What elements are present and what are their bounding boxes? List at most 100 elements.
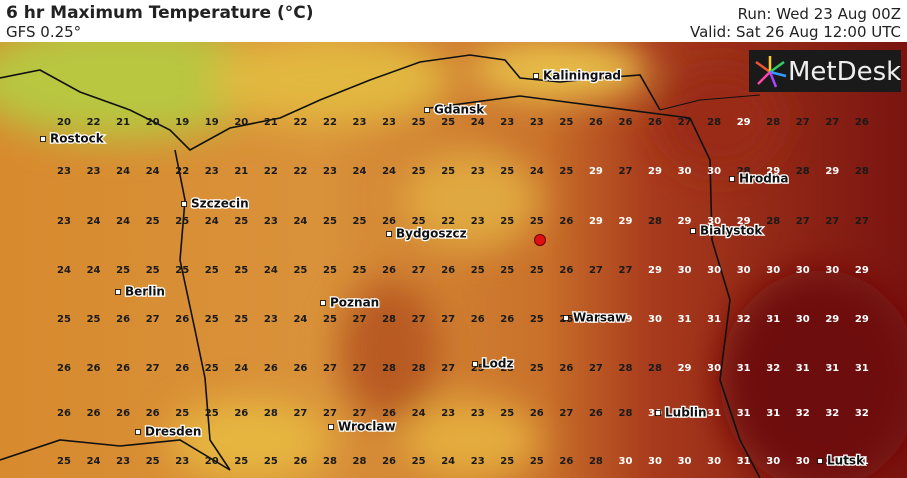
temperature-value: 32 (737, 314, 751, 325)
temperature-value: 27 (589, 363, 603, 374)
temperature-value: 23 (175, 456, 189, 467)
temperature-value: 25 (175, 265, 189, 276)
temperature-value: 24 (57, 265, 71, 276)
temperature-value: 28 (618, 408, 632, 419)
temperature-value: 23 (382, 117, 396, 128)
city-label: Lodz (482, 357, 513, 371)
temperature-value: 25 (234, 314, 248, 325)
temperature-value: 23 (471, 408, 485, 419)
temperature-value: 31 (707, 314, 721, 325)
temperature-value: 28 (737, 166, 751, 177)
temperature-value: 21 (234, 166, 248, 177)
temperature-value: 29 (825, 314, 839, 325)
temperature-value: 23 (500, 117, 514, 128)
city-label: Lublin (665, 406, 707, 420)
temperature-value: 24 (471, 117, 485, 128)
temperature-value: 26 (87, 363, 101, 374)
temperature-value: 22 (87, 117, 101, 128)
temperature-value: 30 (707, 363, 721, 374)
city-dot (817, 458, 823, 464)
temperature-value: 30 (678, 265, 692, 276)
temperature-value: 23 (471, 456, 485, 467)
city-dot (729, 176, 735, 182)
temperature-value: 32 (796, 408, 810, 419)
city-label: Poznan (330, 296, 379, 310)
temperature-value: 29 (825, 166, 839, 177)
temperature-value: 23 (471, 166, 485, 177)
temperature-value: 31 (855, 456, 869, 467)
temperature-value: 28 (353, 456, 367, 467)
temperature-value: 30 (678, 166, 692, 177)
temperature-value: 24 (353, 166, 367, 177)
temperature-value: 27 (293, 408, 307, 419)
city-dot (472, 361, 478, 367)
temperature-value: 26 (382, 216, 396, 227)
temperature-value: 25 (412, 216, 426, 227)
temperature-value: 26 (116, 314, 130, 325)
temperature-value: 24 (87, 456, 101, 467)
temperature-value: 23 (264, 314, 278, 325)
temperature-value: 31 (855, 363, 869, 374)
temperature-value: 27 (323, 363, 337, 374)
temperature-value: 25 (87, 314, 101, 325)
city-label: Lutsk (827, 454, 865, 468)
temperature-value: 26 (618, 117, 632, 128)
temperature-value: 25 (205, 265, 219, 276)
temperature-value: 27 (412, 314, 426, 325)
temperature-value: 24 (87, 216, 101, 227)
temperature-value: 31 (796, 363, 810, 374)
temperature-value: 25 (57, 456, 71, 467)
temperature-value: 24 (205, 216, 219, 227)
city-label: Rostock (50, 132, 105, 146)
temperature-value: 29 (618, 216, 632, 227)
temperature-value: 27 (855, 216, 869, 227)
temperature-value: 27 (618, 265, 632, 276)
temperature-value: 30 (648, 456, 662, 467)
temperature-value: 23 (441, 408, 455, 419)
temperature-value: 25 (559, 117, 573, 128)
temperature-value: 30 (678, 456, 692, 467)
temperature-value: 27 (441, 363, 455, 374)
logo: MetDesk (749, 50, 901, 92)
location-marker (534, 234, 546, 246)
temperature-value: 30 (678, 408, 692, 419)
temperature-value: 29 (648, 265, 662, 276)
borders (0, 54, 761, 478)
city-label: Bydgoszcz (396, 227, 467, 241)
temperature-value: 26 (146, 408, 160, 419)
temperature-value: 25 (412, 117, 426, 128)
temperature-value: 21 (116, 117, 130, 128)
temperature-value: 27 (353, 363, 367, 374)
temperature-value: 27 (146, 314, 160, 325)
temperature-value: 25 (146, 456, 160, 467)
temperature-value: 25 (234, 456, 248, 467)
city-label: Warsaw (573, 311, 626, 325)
city-dot (115, 289, 121, 295)
temperature-value: 31 (678, 314, 692, 325)
city-label: Berlin (125, 285, 165, 299)
temperature-value: 22 (293, 117, 307, 128)
temperature-value: 31 (825, 456, 839, 467)
temperature-value: 28 (382, 314, 396, 325)
temperature-value: 27 (618, 166, 632, 177)
temperature-value: 27 (353, 314, 367, 325)
temperature-value: 28 (618, 363, 632, 374)
temperature-value: 30 (737, 265, 751, 276)
temperature-value: 25 (175, 408, 189, 419)
temperature-value: 24 (146, 166, 160, 177)
temperature-value: 25 (441, 117, 455, 128)
temperature-value: 26 (559, 216, 573, 227)
temperature-value: 23 (264, 216, 278, 227)
temperature-value: 25 (412, 166, 426, 177)
temperature-value: 25 (323, 265, 337, 276)
temperature-value: 29 (855, 314, 869, 325)
city-label: Hrodna (739, 172, 788, 186)
temperature-value: 28 (796, 166, 810, 177)
city-dot (424, 107, 430, 113)
temperature-value: 23 (116, 456, 130, 467)
temperature-value: 30 (766, 456, 780, 467)
temperature-value: 23 (323, 166, 337, 177)
temperature-value: 23 (471, 216, 485, 227)
temperature-value: 26 (293, 456, 307, 467)
